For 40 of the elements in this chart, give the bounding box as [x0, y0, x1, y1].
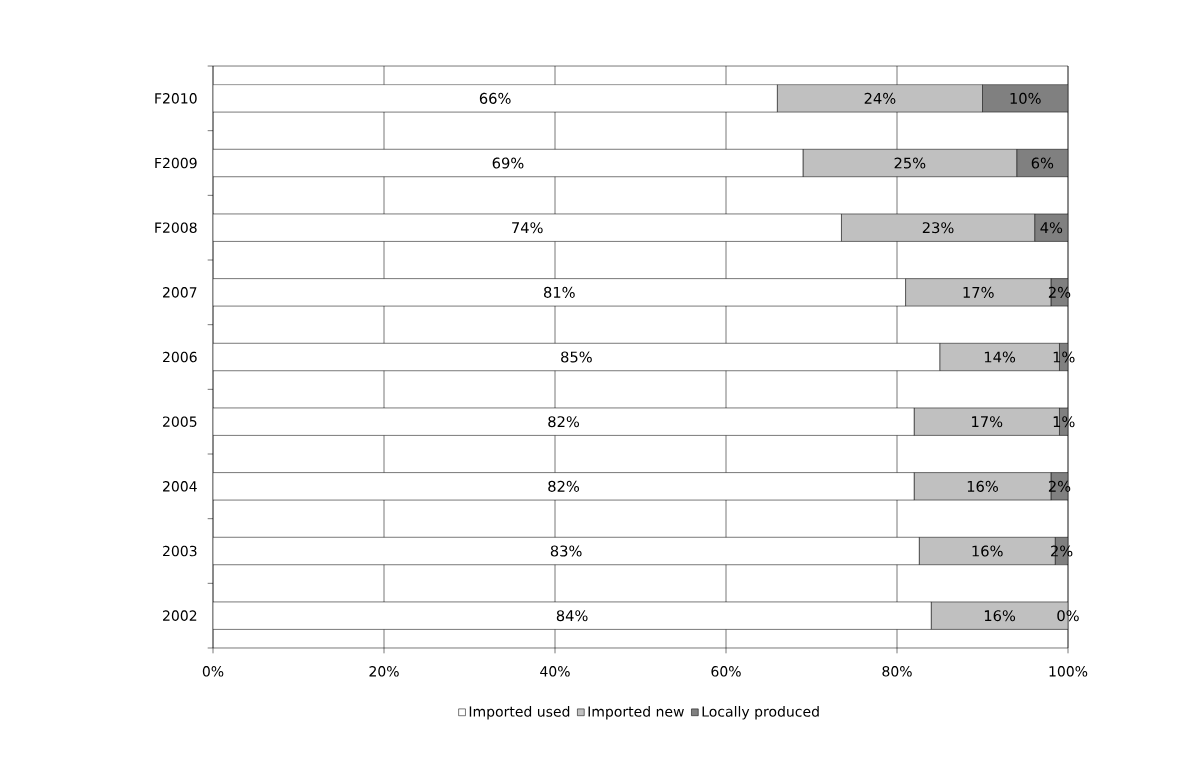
x-tick-label: 100% — [1049, 666, 1088, 677]
data-label: 74% — [512, 222, 543, 234]
data-label: 0% — [1057, 610, 1079, 622]
y-tick-label: F2010 — [155, 93, 197, 104]
y-tick-label: 2003 — [163, 545, 197, 557]
legend-label: Imported used — [469, 705, 570, 720]
data-label: 82% — [548, 480, 580, 492]
data-label: 85% — [561, 351, 592, 363]
x-tick-label: 80% — [882, 666, 912, 677]
y-tick-label: 2004 — [163, 481, 197, 492]
data-label: 25% — [894, 157, 926, 169]
data-label: 17% — [972, 416, 1003, 428]
data-label: 17% — [963, 286, 994, 298]
y-tick-label: 2007 — [163, 287, 197, 298]
data-label: 10% — [1010, 92, 1041, 104]
y-tick-label: 2005 — [163, 416, 197, 427]
data-label: 6% — [1031, 157, 1054, 169]
data-label: 82% — [548, 416, 580, 428]
x-tick-label: 40% — [540, 666, 570, 677]
x-tick-label: 20% — [369, 666, 399, 677]
data-label: 16% — [984, 610, 1016, 622]
data-label: 81% — [543, 286, 575, 298]
data-label: 69% — [492, 157, 524, 169]
data-label: 16% — [967, 480, 998, 492]
y-tick-label: F2009 — [155, 157, 197, 169]
data-label: 16% — [972, 545, 1003, 557]
data-label: 83% — [550, 545, 582, 557]
y-tick-label: 2006 — [163, 351, 197, 363]
data-label: 84% — [556, 610, 588, 622]
y-tick-label: 2002 — [163, 610, 197, 621]
legend-label: Imported new — [588, 705, 684, 720]
x-tick-label: 0% — [202, 666, 224, 677]
data-label: 14% — [984, 351, 1016, 363]
data-label: 4% — [1040, 222, 1063, 234]
legend-label: Locally produced — [702, 705, 819, 720]
x-tick-label: 60% — [711, 666, 741, 677]
data-label: 23% — [922, 222, 954, 234]
data-label: 24% — [864, 92, 896, 104]
data-label: 66% — [479, 92, 511, 104]
y-tick-label: F2008 — [155, 222, 197, 233]
